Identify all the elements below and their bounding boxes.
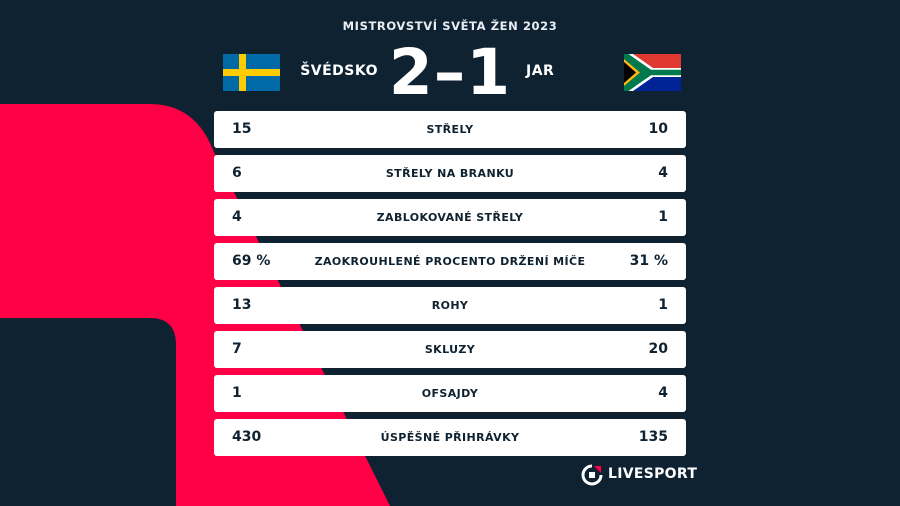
sweden-flag-icon [223, 54, 280, 91]
stat-row-shots-on-target: 6 STŘELY NA BRANKU 4 [214, 155, 686, 192]
away-value: 4 [658, 385, 668, 401]
stat-label: OFSAJDY [421, 387, 479, 400]
stat-row-blocked-shots: 4 ZABLOKOVANÉ STŘELY 1 [214, 199, 686, 236]
away-value: 20 [648, 341, 668, 357]
away-value: 1 [658, 209, 668, 225]
home-value: 7 [232, 341, 242, 357]
home-value: 4 [232, 209, 242, 225]
livesport-logo: LIVESPORT [581, 463, 697, 487]
home-value: 15 [232, 121, 252, 137]
south-africa-flag-icon [624, 54, 681, 91]
stat-label: ROHY [431, 299, 469, 312]
away-value: 135 [638, 429, 668, 445]
stat-label: SKLUZY [424, 343, 476, 356]
stat-label: ZABLOKOVANÉ STŘELY [376, 211, 524, 224]
home-value: 1 [232, 385, 242, 401]
home-value: 6 [232, 165, 242, 181]
stats-table: 15 STŘELY 10 6 STŘELY NA BRANKU 4 4 ZABL… [214, 111, 686, 463]
away-value: 4 [658, 165, 668, 181]
stat-row-successful-passes: 430 ÚSPĚŠNÉ PŘIHRÁVKY 135 [214, 419, 686, 456]
stat-label: STŘELY NA BRANKU [385, 167, 515, 180]
stat-row-shots: 15 STŘELY 10 [214, 111, 686, 148]
away-value: 31 % [629, 253, 668, 269]
away-value: 10 [648, 121, 668, 137]
home-value: 13 [232, 297, 252, 313]
home-value: 69 % [232, 253, 271, 269]
stat-label: ZAOKROUHLENÉ PROCENTO DRŽENÍ MÍČE [314, 255, 586, 268]
match-score: 2–1 [388, 36, 512, 109]
stat-row-offsides: 1 OFSAJDY 4 [214, 375, 686, 412]
away-value: 1 [658, 297, 668, 313]
home-value: 430 [232, 429, 262, 445]
home-team-name: ŠVÉDSKO [300, 63, 378, 79]
livesport-logo-icon [581, 464, 603, 486]
stat-row-corners: 13 ROHY 1 [214, 287, 686, 324]
competition-title: MISTROVSTVÍ SVĚTA ŽEN 2023 [342, 19, 558, 33]
stat-row-tackles: 7 SKLUZY 20 [214, 331, 686, 368]
brand-name: LIVESPORT [608, 466, 698, 482]
stat-label: STŘELY [426, 123, 474, 136]
stat-label: ÚSPĚŠNÉ PŘIHRÁVKY [380, 431, 520, 444]
away-team-name: JAR [526, 63, 555, 79]
stat-row-possession: 69 % ZAOKROUHLENÉ PROCENTO DRŽENÍ MÍČE 3… [214, 243, 686, 280]
